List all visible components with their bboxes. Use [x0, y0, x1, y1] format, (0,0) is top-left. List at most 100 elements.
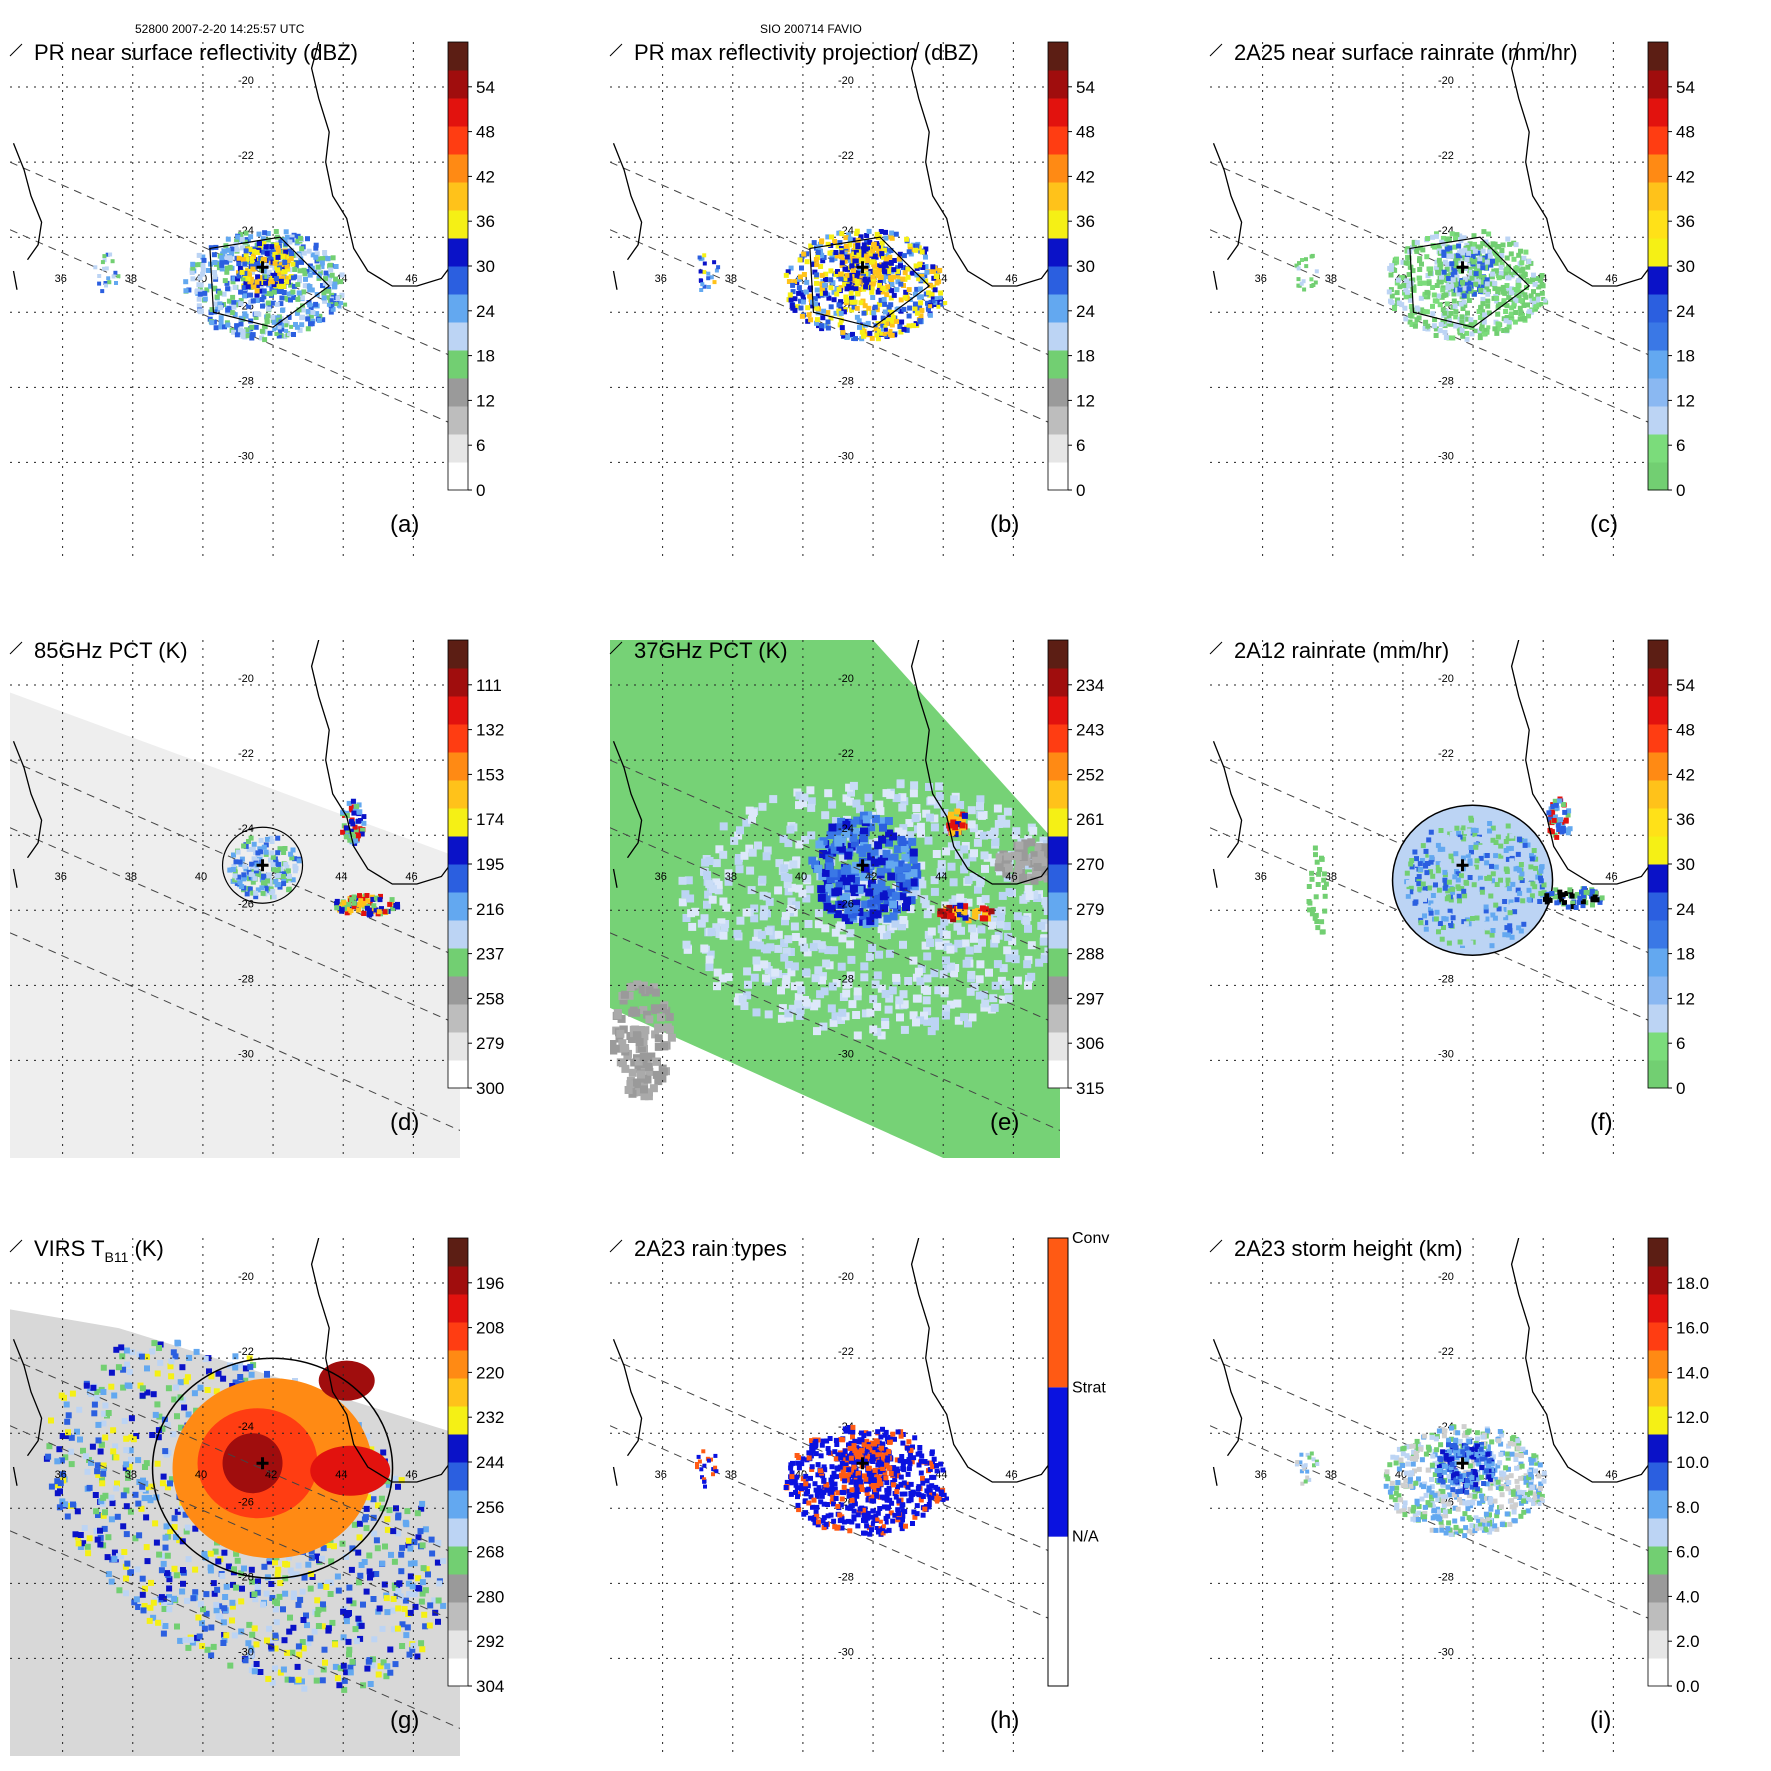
- data-pixel: [842, 251, 848, 257]
- data-pixel: [419, 1646, 426, 1653]
- lat-label: -28: [838, 973, 854, 985]
- data-pixel: [1508, 845, 1514, 851]
- colorbar-tick-label: 0: [1676, 481, 1685, 500]
- data-pixel: [224, 280, 230, 286]
- colorbar-swatch: [1048, 378, 1068, 407]
- data-pixel: [1538, 868, 1544, 874]
- data-pixel: [344, 910, 350, 916]
- data-pixel: [1462, 893, 1468, 899]
- data-pixel: [276, 333, 282, 339]
- data-pixel: [873, 326, 879, 332]
- data-pixel: [234, 880, 240, 886]
- data-pixel: [901, 326, 907, 332]
- data-pixel: [914, 243, 920, 249]
- data-pixel: [271, 894, 277, 900]
- data-pixel: [742, 908, 751, 917]
- data-pixel: [104, 266, 109, 271]
- data-pixel: [861, 254, 867, 260]
- data-pixel: [1037, 921, 1046, 930]
- data-pixel: [836, 843, 845, 851]
- data-pixel: [1463, 849, 1469, 855]
- data-pixel: [704, 890, 713, 899]
- data-pixel: [258, 262, 264, 268]
- data-pixel: [800, 943, 809, 952]
- data-pixel: [283, 317, 288, 323]
- data-pixel: [143, 1544, 150, 1551]
- data-pixel: [1518, 274, 1524, 280]
- data-pixel: [1498, 853, 1504, 859]
- data-pixel: [1024, 955, 1033, 964]
- data-pixel: [1471, 259, 1477, 265]
- data-pixel: [846, 929, 855, 938]
- data-pixel: [1513, 310, 1519, 315]
- data-pixel: [1480, 296, 1486, 302]
- data-pixel: [1004, 985, 1013, 994]
- data-pixel: [332, 284, 338, 290]
- data-pixel: [643, 1075, 652, 1084]
- data-pixel: [1463, 829, 1469, 835]
- colorbar-tick-label: 42: [1676, 765, 1695, 784]
- data-pixel: [322, 255, 328, 261]
- data-pixel: [1444, 246, 1450, 252]
- data-pixel: [980, 831, 988, 840]
- data-pixel: [896, 256, 902, 262]
- data-pixel: [357, 893, 362, 899]
- colorbar-tick-label: 234: [1076, 676, 1104, 695]
- data-pixel: [260, 890, 266, 896]
- data-pixel: [286, 314, 292, 320]
- data-pixel: [1504, 287, 1510, 293]
- data-pixel: [1453, 309, 1459, 315]
- data-pixel: [277, 846, 283, 852]
- colorbar-tick-label: 48: [1076, 123, 1095, 142]
- data-pixel: [849, 307, 855, 313]
- data-pixel: [807, 803, 816, 812]
- data-pixel: [1321, 877, 1327, 883]
- data-pixel: [815, 249, 821, 255]
- data-pixel: [941, 1011, 950, 1020]
- data-pixel: [1462, 285, 1468, 291]
- data-pixel: [366, 1552, 373, 1559]
- data-pixel: [856, 845, 865, 854]
- data-pixel: [212, 274, 218, 280]
- data-pixel: [909, 270, 915, 276]
- data-pixel: [1487, 253, 1493, 259]
- data-pixel: [610, 1046, 618, 1055]
- data-pixel: [889, 900, 898, 909]
- data-pixel: [1464, 282, 1470, 288]
- data-pixel: [1503, 309, 1509, 314]
- data-pixel: [888, 986, 897, 995]
- data-pixel: [285, 266, 291, 272]
- data-pixel: [272, 252, 278, 257]
- data-pixel: [278, 262, 284, 268]
- data-pixel: [282, 846, 288, 851]
- data-pixel: [274, 264, 280, 270]
- data-pixel: [762, 974, 770, 983]
- data-pixel: [1485, 298, 1491, 304]
- data-pixel: [899, 916, 908, 924]
- data-pixel: [1521, 303, 1527, 308]
- data-pixel: [656, 1024, 665, 1033]
- data-pixel: [316, 256, 321, 262]
- colorbar-swatch: [1648, 724, 1668, 753]
- data-pixel: [1518, 298, 1524, 303]
- data-pixel: [833, 310, 839, 316]
- data-pixel: [1489, 274, 1495, 280]
- data-pixel: [288, 282, 294, 288]
- data-pixel: [1450, 271, 1456, 277]
- data-pixel: [828, 304, 834, 310]
- corner-mark: [609, 641, 623, 655]
- data-pixel: [813, 257, 819, 262]
- data-pixel: [1436, 279, 1442, 285]
- data-pixel: [883, 914, 892, 923]
- data-pixel: [1441, 249, 1447, 255]
- data-pixel: [287, 332, 291, 337]
- data-pixel: [709, 885, 717, 894]
- panel-letter: (d): [390, 1109, 419, 1136]
- data-pixel: [650, 1004, 659, 1013]
- data-pixel: [1480, 301, 1486, 307]
- data-pixel: [848, 819, 857, 828]
- data-pixel: [764, 966, 773, 974]
- data-pixel: [1512, 909, 1518, 915]
- data-pixel: [838, 299, 844, 305]
- data-pixel: [1403, 260, 1409, 266]
